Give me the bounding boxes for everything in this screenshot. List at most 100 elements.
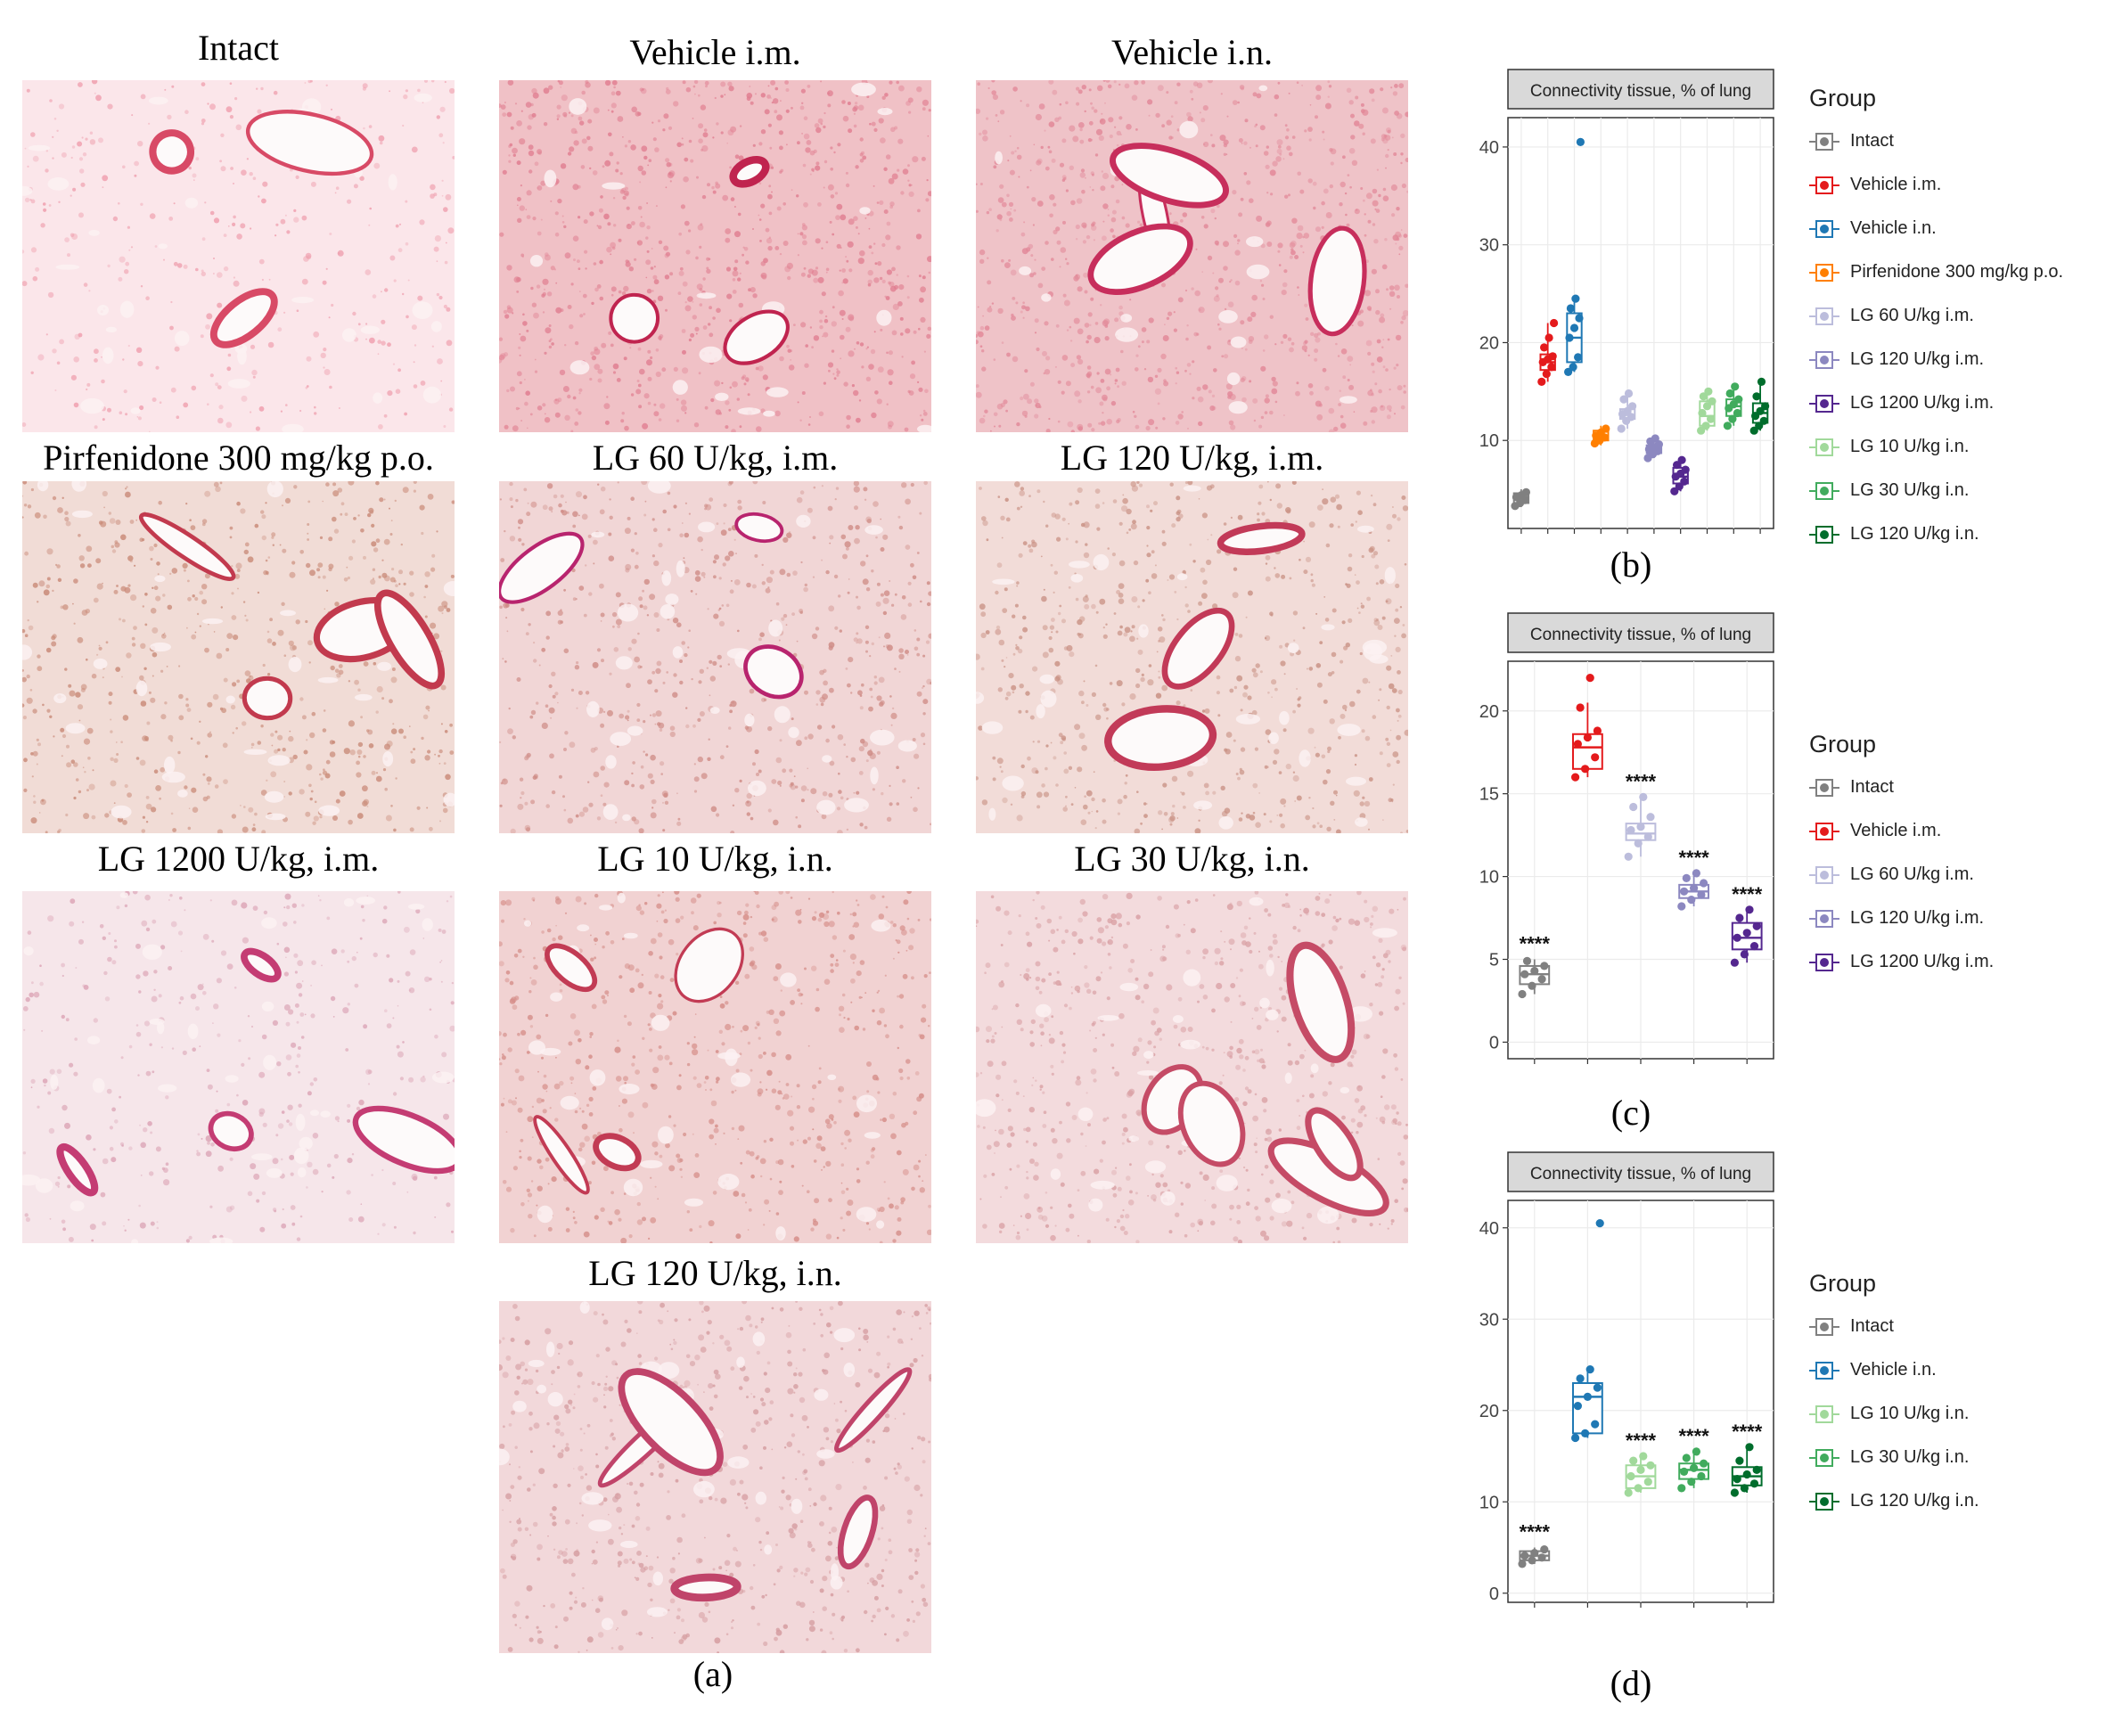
data-point xyxy=(1583,1392,1592,1401)
legend-key-icon xyxy=(1809,388,1839,420)
y-tick-label: 5 xyxy=(1489,951,1499,970)
y-tick-label: 20 xyxy=(1479,702,1499,722)
legend-label: LG 120 U/kg i.m. xyxy=(1850,908,1985,928)
micrograph-image xyxy=(22,481,455,833)
data-point xyxy=(1573,740,1582,749)
data-point xyxy=(1749,942,1759,951)
legend-panel-c: Group Intact Vehicle i.m. LG 60 U/kg i.m. LG… xyxy=(1809,731,1994,984)
data-point xyxy=(1569,323,1579,332)
legend-key-icon xyxy=(1809,946,1839,979)
data-point xyxy=(1583,733,1592,742)
data-point xyxy=(1571,773,1580,782)
significance-annotation: **** xyxy=(1626,770,1657,792)
legend-label: Vehicle i.n. xyxy=(1850,218,1937,238)
y-tick-label: 20 xyxy=(1479,333,1499,353)
legend-item: LG 120 U/kg i.n. xyxy=(1809,512,2063,556)
significance-annotation: **** xyxy=(1678,1425,1709,1447)
data-point xyxy=(1734,395,1743,404)
data-point xyxy=(1528,981,1536,990)
data-point xyxy=(1735,1456,1744,1465)
data-point xyxy=(1544,333,1553,342)
y-tick-label: 40 xyxy=(1479,138,1499,158)
legend-label: LG 120 U/kg i.n. xyxy=(1850,1491,1979,1511)
micrograph-image xyxy=(976,80,1408,432)
micrograph-label: Vehicle i.m. xyxy=(629,32,801,72)
data-point xyxy=(1520,1552,1529,1560)
data-point xyxy=(1581,1429,1590,1437)
data-point xyxy=(1749,1479,1759,1488)
y-tick-label: 20 xyxy=(1479,1402,1499,1421)
data-point xyxy=(1740,950,1749,959)
data-point xyxy=(1677,1484,1686,1493)
micrograph-image xyxy=(499,1301,931,1653)
data-point xyxy=(1677,902,1686,911)
legend-title: Group xyxy=(1809,1270,1877,1297)
data-point xyxy=(1530,966,1539,976)
data-point xyxy=(1530,1549,1539,1558)
legend-item: LG 10 U/kg i.n. xyxy=(1809,1392,1979,1436)
data-point xyxy=(1518,989,1527,999)
facet-strip xyxy=(1507,1151,1774,1192)
micrograph-label: Intact xyxy=(197,28,280,68)
legend-label: Intact xyxy=(1850,131,1894,151)
micrograph-label: LG 30 U/kg, i.n. xyxy=(1074,839,1310,879)
legend-key-icon xyxy=(1809,772,1839,804)
micrograph-image xyxy=(499,481,931,833)
data-point xyxy=(1761,402,1770,411)
legend-item: Intact xyxy=(1809,1305,1979,1348)
data-point xyxy=(1700,1459,1708,1468)
data-point xyxy=(1548,352,1557,361)
legend-key-icon xyxy=(1809,815,1839,848)
legend-item: Pirfenidone 300 mg/kg p.o. xyxy=(1809,250,2063,294)
data-point xyxy=(1742,1470,1751,1479)
panel-c-caption: (c) xyxy=(1610,1093,1651,1133)
data-point xyxy=(1680,887,1689,896)
data-point xyxy=(1593,726,1602,735)
data-point xyxy=(1593,1383,1602,1392)
data-point xyxy=(1646,813,1655,822)
panel-d-caption: (d) xyxy=(1610,1663,1652,1703)
y-tick-label: 40 xyxy=(1479,1219,1499,1239)
micrograph-label: LG 120 U/kg, i.n. xyxy=(588,1253,842,1293)
legend-item: LG 60 U/kg i.m. xyxy=(1809,294,2063,338)
data-point xyxy=(1550,318,1559,328)
data-point xyxy=(1692,1447,1700,1456)
data-point xyxy=(1687,1478,1696,1486)
data-point xyxy=(1742,929,1751,938)
legend-label: LG 60 U/kg i.m. xyxy=(1850,306,1974,325)
data-point xyxy=(1576,137,1585,146)
data-point xyxy=(1571,294,1580,303)
micrograph-label: LG 10 U/kg, i.n. xyxy=(597,839,833,879)
data-point xyxy=(1624,852,1633,861)
micrograph-image xyxy=(499,891,931,1243)
legend-title: Group xyxy=(1809,85,1877,111)
significance-annotation: **** xyxy=(1678,847,1709,869)
y-tick-label: 10 xyxy=(1479,431,1499,451)
data-point xyxy=(1680,1467,1689,1476)
legend-key-icon xyxy=(1809,519,1839,551)
legend-item: LG 30 U/kg i.n. xyxy=(1809,1436,1979,1479)
data-point xyxy=(1643,1478,1652,1486)
legend-label: LG 120 U/kg i.n. xyxy=(1850,524,1979,544)
data-point xyxy=(1547,363,1556,372)
legend-item: Vehicle i.n. xyxy=(1809,1348,1979,1392)
significance-annotation: **** xyxy=(1626,1429,1657,1452)
legend-item: LG 120 U/kg i.m. xyxy=(1809,897,1994,940)
data-point xyxy=(1565,333,1574,342)
data-point xyxy=(1731,382,1740,391)
micrograph-label: LG 120 U/kg, i.m. xyxy=(1060,438,1324,478)
data-point xyxy=(1759,416,1768,425)
data-point xyxy=(1700,879,1708,888)
panel-b-caption: (b) xyxy=(1610,545,1652,585)
data-point xyxy=(1646,1461,1655,1470)
data-point xyxy=(1571,1433,1580,1443)
significance-annotation: **** xyxy=(1732,883,1763,905)
data-point xyxy=(1537,975,1546,984)
data-point xyxy=(1690,1463,1699,1472)
data-point xyxy=(1733,1475,1741,1484)
legend-label: Intact xyxy=(1850,777,1894,797)
chart-panel-c: Connectivity tissue, % of lung 0 5 10 15 20 **… xyxy=(1453,606,1782,1078)
legend-item: Intact xyxy=(1809,119,2063,163)
data-point xyxy=(1634,839,1643,848)
chart-title: Connectivity tissue, % of lung xyxy=(1530,1165,1751,1183)
